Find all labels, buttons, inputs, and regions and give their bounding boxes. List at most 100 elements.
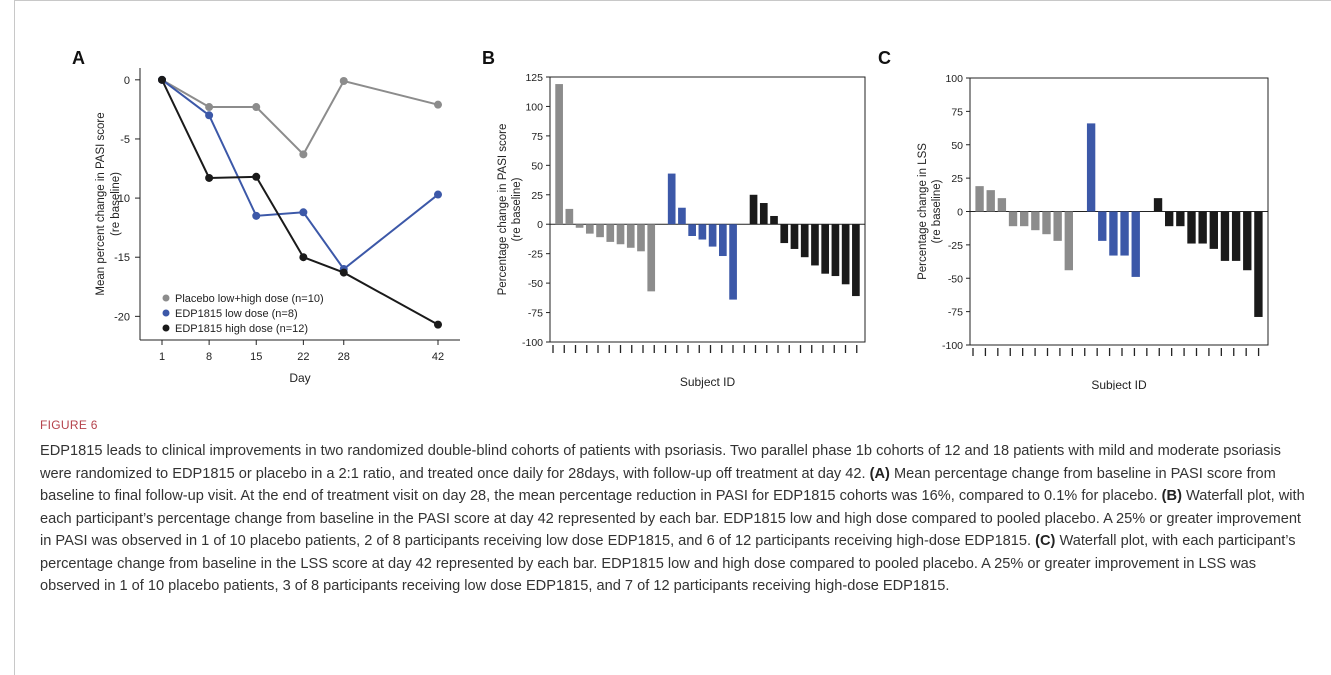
panel-a-data-point <box>252 211 261 220</box>
panel-a-y-tick-label: -20 <box>114 311 130 323</box>
panel-c-bar <box>975 186 984 212</box>
panel-a-y-axis-label-sub: (re baseline) <box>110 172 122 236</box>
panel-b-bar <box>585 224 594 234</box>
panel-b-x-axis-label: Subject ID <box>680 375 736 389</box>
panel-c-bar <box>1243 211 1252 271</box>
panel-a-legend-marker <box>162 294 170 302</box>
panel-c-bar <box>1254 211 1263 317</box>
caption-text: EDP1815 leads to clinical improvements i… <box>40 440 1305 598</box>
panel-a-data-point <box>299 253 308 262</box>
panel-a-legend-label: EDP1815 low dose (n=8) <box>175 308 298 320</box>
panel-b-y-tick-label: 125 <box>525 72 543 84</box>
caption-c-text: Waterfall plot, with each participant’s … <box>40 533 1296 594</box>
panel-a-legend-label: Placebo low+high dose (n=10) <box>175 293 324 305</box>
panel-c-bar <box>997 198 1007 212</box>
panel-c-bar <box>1198 211 1207 244</box>
panel-b-y-tick-label: -25 <box>528 249 543 261</box>
panel-label-a: A <box>72 48 85 68</box>
panel-a-x-tick-label: 8 <box>206 351 212 363</box>
panel-a-y-tick-label: -5 <box>120 134 130 146</box>
panel-a-y-tick-label: -10 <box>114 193 130 205</box>
panel-c-y-tick-label: 0 <box>957 207 963 219</box>
panel-c-bar <box>1064 211 1073 271</box>
panel-c-bar <box>1053 211 1062 241</box>
panel-a-y-axis-label: Mean percent change in PASI score <box>95 112 107 295</box>
panel-b-bar <box>852 224 860 297</box>
panel-b-bar <box>821 224 830 274</box>
panel-b-bar <box>770 215 778 225</box>
panel-a-data-point <box>434 100 442 109</box>
panel-b-bar <box>708 224 717 247</box>
panel-a-legend-marker <box>162 309 170 317</box>
figure-svg: A B C 0 -5 -10 -15 -20 1 8 15 22 28 42 Day Mean perc… <box>72 48 1269 392</box>
panel-a-series-line <box>161 79 439 326</box>
panel-b-bar <box>555 84 563 225</box>
panel-b-bar <box>616 224 625 245</box>
caption-c-label: (C) <box>1035 533 1056 549</box>
panel-b-y-axis-label: Percentage change in PASI score <box>497 124 509 296</box>
panel-a-y-tick-label: 0 <box>124 75 130 87</box>
panel-b-waterfall-chart: 125 100 75 50 25 0 -25 -50 -75 -100 Subject ID Perc… <box>497 72 866 389</box>
panel-b-bar <box>626 224 635 248</box>
panel-c-bar <box>1176 211 1185 227</box>
panel-a-y-tick-label: -15 <box>114 252 130 264</box>
panel-b-y-axis-label-sub: (re baseline) <box>511 177 523 241</box>
panel-b-y-tick-label: 100 <box>525 101 543 113</box>
panel-c-bar <box>1153 198 1163 212</box>
panel-b-bar <box>688 224 696 236</box>
panel-a-x-tick-label: 28 <box>338 351 350 363</box>
panel-a-data-point <box>339 77 348 86</box>
figure-frame-top <box>14 0 1331 14</box>
panel-c-bar <box>1131 211 1140 277</box>
panel-b-bar <box>565 208 574 225</box>
panel-c-waterfall-chart: 100 75 50 25 0 -25 -50 -75 -100 Subject ID Percent… <box>917 73 1269 392</box>
panel-b-bar <box>647 224 656 292</box>
panel-c-bar <box>986 190 995 212</box>
caption-a-label: (A) <box>869 465 890 482</box>
panel-a-data-point <box>205 173 214 182</box>
panel-c-bar <box>1008 211 1018 227</box>
panel-c-y-tick-label: -75 <box>948 307 963 319</box>
panel-b-bar <box>800 224 809 258</box>
panel-a-x-tick-label: 22 <box>297 351 309 363</box>
panel-a-data-point <box>205 111 214 120</box>
panel-c-y-tick-label: -25 <box>948 240 963 252</box>
panel-a-legend-label: EDP1815 high dose (n=12) <box>175 323 308 335</box>
panel-c-y-axis-label: Percentage change in LSS <box>917 143 929 280</box>
panel-c-y-tick-label: 75 <box>951 106 963 118</box>
panel-a-data-point <box>252 172 261 181</box>
panel-c-y-axis-label-sub: (re baseline) <box>931 179 943 243</box>
panel-c-bar <box>1165 211 1174 227</box>
panel-b-y-tick-label: 75 <box>531 131 543 143</box>
panel-a-x-tick-label: 1 <box>159 351 165 363</box>
caption-a-text: Mean percentage change from baseline in … <box>40 465 1276 505</box>
panel-a-data-point <box>299 150 308 159</box>
panel-b-bar <box>759 203 768 225</box>
panel-b-bar <box>606 224 615 242</box>
panel-a-data-point <box>205 103 214 112</box>
panel-b-bar <box>749 194 758 225</box>
panel-label-c: C <box>878 48 891 68</box>
panel-b-bar <box>575 224 584 228</box>
panel-c-y-tick-label: 25 <box>951 173 963 185</box>
figure-panels: A B C 0 -5 -10 -15 -20 1 8 15 22 28 42 Day Mean perc… <box>20 28 1310 392</box>
panel-c-bar <box>1031 211 1040 231</box>
panel-b-y-tick-label: 25 <box>531 190 543 202</box>
panel-a-series-line <box>161 78 439 156</box>
panel-b-y-tick-label: -100 <box>522 337 543 349</box>
figure-frame-left <box>14 0 15 675</box>
panel-a-data-point <box>158 75 166 84</box>
caption-b-text: Waterfall plot, with each participant’s … <box>40 488 1305 549</box>
figure-label: FIGURE 6 <box>40 418 98 432</box>
panel-a-data-point <box>339 268 348 277</box>
panel-b-bar <box>831 224 840 277</box>
panel-a-line-chart: 0 -5 -10 -15 -20 1 8 15 22 28 42 Day Mean percent ch… <box>95 68 460 385</box>
panel-c-bar <box>1209 211 1218 249</box>
panel-c-bar <box>1086 123 1096 212</box>
panel-c-bar <box>1098 211 1107 241</box>
panel-a-data-point <box>252 103 261 112</box>
panel-b-bar <box>637 224 645 252</box>
panel-a-x-axis-label: Day <box>289 371 310 385</box>
panel-c-y-tick-label: -100 <box>942 340 963 352</box>
panel-b-bar <box>790 224 799 249</box>
